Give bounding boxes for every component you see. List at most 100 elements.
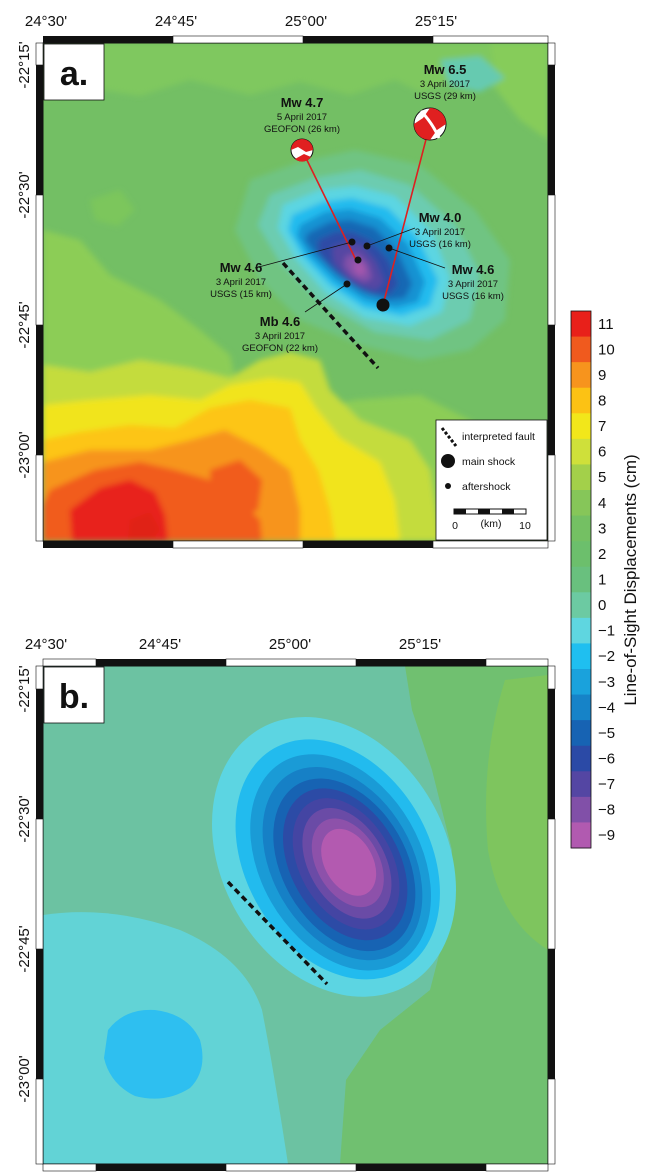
panel-b-frame xyxy=(35,658,556,1172)
colorbar-tick-label: 5 xyxy=(598,469,606,486)
mw65-connector-line xyxy=(382,123,431,306)
event-label-mw47: Mw 4.7 5 April 2017 GEOFON (26 km) xyxy=(264,95,340,135)
colorbar-swatch xyxy=(571,771,591,798)
svg-text:10: 10 xyxy=(519,520,531,532)
colorbar-swatch xyxy=(571,822,591,849)
svg-text:25°15': 25°15' xyxy=(399,636,441,653)
svg-text:3 April 2017: 3 April 2017 xyxy=(415,227,465,238)
event-label-mb46: Mb 4.6 3 April 2017 GEOFON (22 km) xyxy=(242,314,318,354)
legend-fault-icon xyxy=(440,427,458,447)
svg-text:24°30': 24°30' xyxy=(25,13,67,30)
colorbar-tick-label: 7 xyxy=(598,418,606,435)
scale-bar: 0 (km) 10 xyxy=(452,508,531,532)
main-shock-marker xyxy=(376,298,390,312)
svg-text:24°45': 24°45' xyxy=(155,13,197,30)
panel-a-top-ticks: 24°30' 24°45' 25°00' 25°15' xyxy=(25,13,457,30)
svg-text:5 April 2017: 5 April 2017 xyxy=(277,112,327,123)
colorbar-swatch xyxy=(571,311,591,338)
svg-text:25°00': 25°00' xyxy=(285,13,327,30)
event-label-mw46a: Mw 4.6 3 April 2017 USGS (15 km) xyxy=(210,260,272,300)
colorbar-swatch xyxy=(571,515,591,542)
colorbar-tick-label: −9 xyxy=(598,827,615,844)
aftershock-marker xyxy=(385,244,393,252)
mw65-focal-mechanism-icon xyxy=(413,107,447,141)
interpreted-fault-line xyxy=(226,880,329,986)
colorbar-swatch xyxy=(571,694,591,721)
colorbar-tick-label: 0 xyxy=(598,597,606,614)
mw46a-leader-line xyxy=(254,241,353,269)
colorbar-swatch xyxy=(571,387,591,414)
svg-text:25°00': 25°00' xyxy=(269,636,311,653)
mw47-connector-line xyxy=(301,149,357,261)
event-label-mw40: Mw 4.0 3 April 2017 USGS (16 km) xyxy=(409,210,471,250)
colorbar-swatch xyxy=(571,745,591,772)
svg-text:Mw 6.5: Mw 6.5 xyxy=(424,62,467,77)
svg-text:-22°15': -22°15' xyxy=(16,665,33,712)
event-label-mw46b: Mw 4.6 3 April 2017 USGS (16 km) xyxy=(442,262,504,302)
svg-text:Mw 4.6: Mw 4.6 xyxy=(452,262,495,277)
colorbar-swatch xyxy=(571,720,591,747)
svg-text:Mw 4.0: Mw 4.0 xyxy=(419,210,462,225)
colorbar-tick-label: −4 xyxy=(598,699,615,716)
svg-text:interpreted fault: interpreted fault xyxy=(462,431,535,443)
svg-text:24°45': 24°45' xyxy=(139,636,181,653)
colorbar-tick-label: 10 xyxy=(598,341,615,358)
panel-b-model-raster xyxy=(43,666,548,1164)
colorbar-swatch xyxy=(571,617,591,644)
mw40-leader-line xyxy=(366,227,416,247)
panel-a-displacement-raster xyxy=(43,43,548,541)
svg-text:-22°45': -22°45' xyxy=(16,301,33,348)
svg-text:USGS (16 km): USGS (16 km) xyxy=(442,291,504,302)
svg-text:(km): (km) xyxy=(481,518,502,530)
colorbar-swatch xyxy=(571,362,591,389)
colorbar-swatch xyxy=(571,643,591,670)
colorbar-title: Line-of-Sight Displacements (cm) xyxy=(621,454,640,705)
aftershock-marker xyxy=(354,256,362,264)
colorbar-swatch xyxy=(571,592,591,619)
colorbar-tick-label: −6 xyxy=(598,751,615,768)
panel-a-left-ticks: -22°15' -22°30' -22°45' -23°00' xyxy=(16,41,33,478)
aftershock-marker xyxy=(363,242,371,250)
colorbar-swatch xyxy=(571,490,591,517)
colorbar-tick-label: 3 xyxy=(598,520,606,537)
colorbar-tick-label: 1 xyxy=(598,572,606,589)
svg-text:b.: b. xyxy=(59,678,89,716)
svg-text:0: 0 xyxy=(452,520,458,532)
aftershock-marker xyxy=(343,280,351,288)
legend-main-shock-icon xyxy=(441,454,455,468)
panel-b-top-ticks: 24°30' 24°45' 25°00' 25°15' xyxy=(25,636,441,653)
svg-text:Mw 4.6: Mw 4.6 xyxy=(220,260,263,275)
colorbar-swatch xyxy=(571,336,591,363)
colorbar-tick-label: 8 xyxy=(598,393,606,410)
svg-text:main shock: main shock xyxy=(462,456,516,468)
colorbar-tick-label: 2 xyxy=(598,546,606,563)
svg-text:3 April 2017: 3 April 2017 xyxy=(255,331,305,342)
svg-text:USGS (29 km): USGS (29 km) xyxy=(414,91,476,102)
colorbar: Line-of-Sight Displacements (cm) 1110987… xyxy=(570,310,640,849)
svg-text:3 April 2017: 3 April 2017 xyxy=(448,279,498,290)
event-label-mw65: Mw 6.5 3 April 2017 USGS (29 km) xyxy=(414,62,476,102)
panel-a-frame xyxy=(35,35,556,549)
colorbar-frame xyxy=(570,310,592,849)
colorbar-swatch xyxy=(571,566,591,593)
colorbar-tick-label: −1 xyxy=(598,623,615,640)
colorbar-tick-label: −3 xyxy=(598,674,615,691)
svg-text:GEOFON (26 km): GEOFON (26 km) xyxy=(264,124,340,135)
svg-text:-23°00': -23°00' xyxy=(16,1055,33,1102)
colorbar-swatch xyxy=(571,796,591,823)
svg-text:a.: a. xyxy=(60,55,88,93)
svg-text:GEOFON (22 km): GEOFON (22 km) xyxy=(242,343,318,354)
svg-text:24°30': 24°30' xyxy=(25,636,67,653)
svg-text:25°15': 25°15' xyxy=(415,13,457,30)
mw46b-leader-line xyxy=(388,247,446,269)
svg-text:-23°00': -23°00' xyxy=(16,431,33,478)
legend-aftershock-icon xyxy=(445,483,451,489)
map-legend: interpreted fault main shock aftershock … xyxy=(435,419,548,541)
svg-text:-22°30': -22°30' xyxy=(16,795,33,842)
colorbar-tick-label: −7 xyxy=(598,776,615,793)
colorbar-tick-label: 4 xyxy=(598,495,606,512)
mw47-focal-mechanism-icon xyxy=(290,138,314,162)
panel-b-left-ticks: -22°15' -22°30' -22°45' -23°00' xyxy=(16,665,33,1102)
interpreted-fault-line xyxy=(281,261,380,370)
